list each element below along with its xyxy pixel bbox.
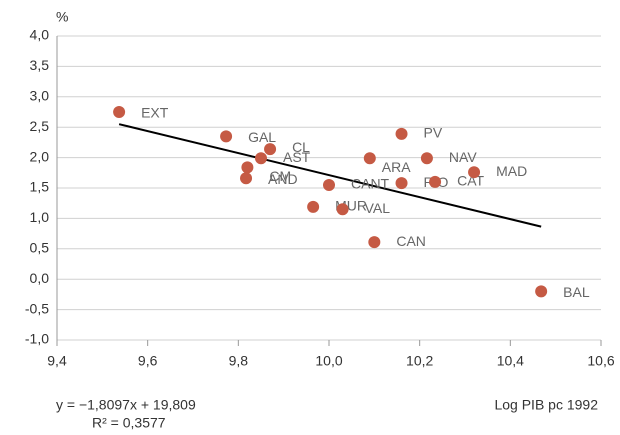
point-label: CANT — [351, 176, 390, 192]
point-label: ARA — [382, 159, 411, 175]
point-label: AND — [268, 171, 298, 187]
y-tick-label: 4,0 — [30, 27, 50, 43]
point — [264, 143, 277, 156]
point-label: EXT — [141, 105, 169, 121]
point — [113, 106, 126, 118]
y-tick-label: 3,0 — [30, 88, 50, 104]
x-tick-label: 9,6 — [138, 353, 158, 369]
y-tick-label: -1,0 — [25, 331, 49, 347]
y-axis-title: % — [56, 9, 68, 25]
y-tick-label: 2,5 — [30, 118, 50, 134]
point — [307, 200, 320, 213]
point — [368, 236, 381, 249]
point — [255, 152, 267, 165]
x-tick-label: 10,4 — [497, 353, 524, 369]
point-label: VAL — [365, 200, 391, 216]
x-tick-label: 9,8 — [229, 353, 249, 369]
x-tick-label: 10,6 — [587, 353, 614, 369]
point — [241, 161, 254, 174]
point — [420, 152, 433, 165]
y-tick-label: 0,5 — [30, 240, 50, 256]
point — [323, 178, 335, 191]
point-label: GAL — [248, 129, 276, 145]
point — [535, 285, 548, 298]
y-tick-label: 0,0 — [30, 270, 50, 286]
point — [468, 166, 481, 179]
x-axis-title: Log PIB pc 1992 — [494, 397, 598, 413]
x-tick-label: 9,4 — [47, 353, 67, 369]
point-label: MAD — [496, 163, 527, 179]
y-tick-label: 1,5 — [30, 179, 50, 195]
trendline — [118, 123, 542, 228]
point-label: CM — [269, 168, 291, 184]
point — [395, 177, 408, 190]
point — [240, 172, 253, 185]
point — [429, 175, 442, 188]
point — [336, 203, 349, 216]
point-label: PV — [424, 125, 443, 141]
point-label: BAL — [563, 284, 590, 300]
y-tick-label: 3,5 — [30, 57, 50, 73]
equation: y = −1,8097x + 19,809 — [56, 397, 196, 413]
point — [363, 152, 376, 165]
r-squared: R² = 0,3577 — [92, 415, 166, 431]
point — [395, 127, 408, 140]
x-tick-label: 10,2 — [406, 353, 433, 369]
point-label: CL — [292, 139, 310, 155]
y-tick-label: -0,5 — [25, 300, 49, 316]
point-label: NAV — [449, 149, 477, 165]
point-label: AST — [283, 149, 311, 165]
point-label: CAN — [396, 233, 426, 249]
point — [220, 130, 233, 143]
x-tick-label: 10,0 — [315, 353, 342, 369]
y-tick-label: 2,0 — [30, 148, 50, 164]
y-tick-label: 1,0 — [30, 209, 50, 225]
